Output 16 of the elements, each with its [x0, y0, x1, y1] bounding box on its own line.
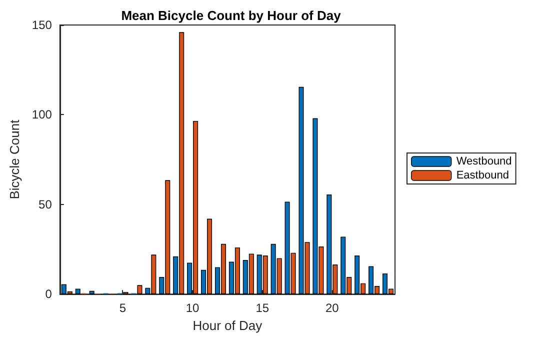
x-tick-label: 15: [256, 301, 270, 316]
y-tick-label: 50: [38, 197, 52, 212]
y-tick-label: 0: [45, 287, 52, 302]
y-tick-label: 100: [32, 108, 52, 122]
y-tick-label: 150: [32, 18, 52, 32]
x-axis-title: Hour of Day: [192, 318, 263, 333]
bar: [137, 285, 142, 294]
y-axis-title: Bicycle Count: [7, 119, 22, 200]
x-tick-label: 5: [119, 301, 126, 316]
bar: [89, 290, 94, 294]
bar: [75, 288, 80, 294]
legend-label: Eastbound: [456, 170, 509, 182]
legend-label: Westbound: [456, 156, 512, 168]
chart-title: Mean Bicycle Count by Hour of Day: [121, 8, 342, 23]
x-tick-label: 10: [186, 301, 200, 316]
x-tick-label: 20: [325, 301, 340, 316]
